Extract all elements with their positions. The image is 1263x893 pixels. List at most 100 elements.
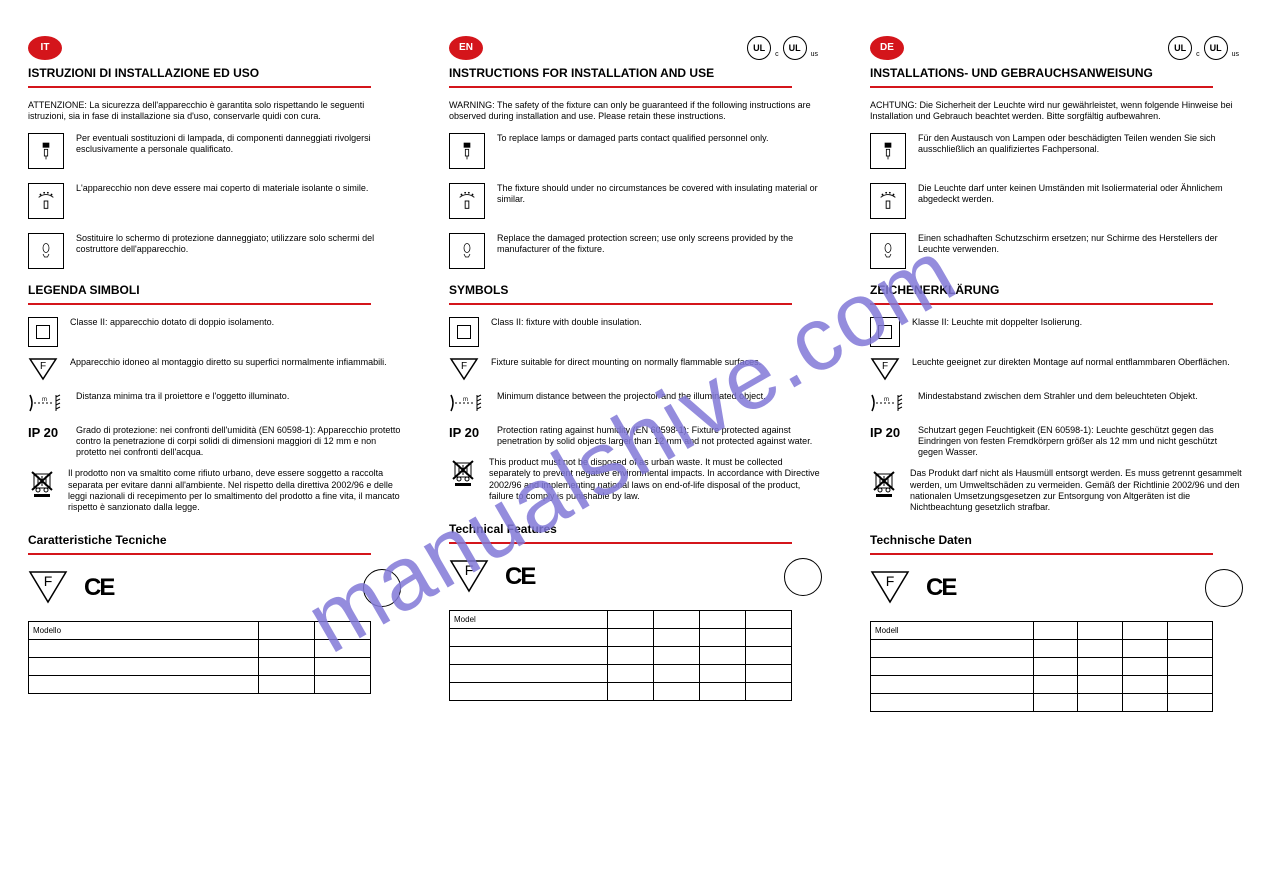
ul-icon: UL xyxy=(783,36,807,60)
tech-title: Technical Features xyxy=(449,522,822,536)
warning-text: ACHTUNG: Die Sicherheit der Leuchte wird… xyxy=(870,100,1243,123)
distance-icon: m xyxy=(449,391,485,415)
instruction-row: The fixture should under no circumstance… xyxy=(449,183,822,219)
svg-text:F: F xyxy=(40,361,46,372)
lang-badge-de: DE xyxy=(870,36,904,60)
table-header: Modello xyxy=(29,622,259,640)
legend-row: Classe II: apparecchio dotato di doppio … xyxy=(28,317,401,347)
legend-row: F Leuchte geeignet zur direkten Montage … xyxy=(870,357,1243,381)
instruction-row: Die Leuchte darf unter keinen Umständen … xyxy=(870,183,1243,219)
class2-icon xyxy=(28,317,58,347)
legend-row: IP 20 Protection rating against humidity… xyxy=(449,425,822,448)
divider xyxy=(449,86,792,88)
ul-icon: UL xyxy=(1204,36,1228,60)
weee-icon xyxy=(28,468,56,498)
ul-icon: UL xyxy=(1168,36,1192,60)
tech-table: Model xyxy=(449,610,792,701)
instruction-row: To replace lamps or damaged parts contac… xyxy=(449,133,822,169)
svg-text:F: F xyxy=(465,562,474,578)
instruction-text: The fixture should under no circumstance… xyxy=(497,183,822,206)
instruction-row: Sostituire lo schermo di protezione dann… xyxy=(28,233,401,269)
f-triangle-icon: F xyxy=(870,570,910,607)
legend-text: Leuchte geeignet zur direkten Montage au… xyxy=(912,357,1243,368)
warning-text: ATTENZIONE: La sicurezza dell'apparecchi… xyxy=(28,100,401,123)
tech-title: Caratteristiche Tecniche xyxy=(28,533,401,547)
f-triangle-icon: F xyxy=(449,357,479,381)
instruction-row: Replace the damaged protection screen; u… xyxy=(449,233,822,269)
f-triangle-icon: F xyxy=(28,570,68,607)
screen-icon xyxy=(28,233,64,269)
class2-icon xyxy=(870,317,900,347)
column-en: EN ULc ULus INSTRUCTIONS FOR INSTALLATIO… xyxy=(421,0,842,893)
instruction-row: Per eventuali sostituzioni di lampada, d… xyxy=(28,133,401,169)
tech-marks: F CE xyxy=(28,569,401,607)
legend-text: Class II: fixture with double insulation… xyxy=(491,317,822,328)
legend-text: Distanza minima tra il proiettore e l'og… xyxy=(76,391,401,402)
legend-text: Classe II: apparecchio dotato di doppio … xyxy=(70,317,401,328)
svg-text:F: F xyxy=(886,573,895,589)
divider xyxy=(449,303,792,305)
screen-icon xyxy=(449,233,485,269)
ce-mark-icon: CE xyxy=(84,574,113,602)
divider xyxy=(870,86,1213,88)
table-header: Model xyxy=(450,611,608,629)
legend-row: F Apparecchio idoneo al montaggio dirett… xyxy=(28,357,401,381)
divider xyxy=(28,86,371,88)
approval-circle-icon xyxy=(784,558,822,596)
legend-text: This product must not be disposed of as … xyxy=(489,457,822,502)
instruction-text: L'apparecchio non deve essere mai copert… xyxy=(76,183,401,194)
legend-text: Mindestabstand zwischen dem Strahler und… xyxy=(918,391,1243,402)
legend-row: Class II: fixture with double insulation… xyxy=(449,317,822,347)
legend-row: IP 20 Schutzart gegen Feuchtigkeit (EN 6… xyxy=(870,425,1243,459)
svg-text:F: F xyxy=(44,573,53,589)
legend-text: Minimum distance between the projector a… xyxy=(497,391,822,402)
column-de: DE ULc ULus INSTALLATIONS- UND GEBRAUCHS… xyxy=(842,0,1263,893)
distance-icon: m xyxy=(870,391,906,415)
no-cover-icon xyxy=(870,183,906,219)
legend-text: Il prodotto non va smaltito come rifiuto… xyxy=(68,468,401,513)
approval-circle-icon xyxy=(1205,569,1243,607)
warning-text: WARNING: The safety of the fixture can o… xyxy=(449,100,822,123)
ul-marks: ULc ULus xyxy=(747,36,818,60)
weee-icon xyxy=(449,457,477,487)
lang-badge-en: EN xyxy=(449,36,483,60)
instruction-row: Einen schadhaften Schutzschirm ersetzen;… xyxy=(870,233,1243,269)
lang-badge-it: IT xyxy=(28,36,62,60)
section2-title: SYMBOLS xyxy=(449,283,822,297)
divider xyxy=(28,553,371,555)
instruction-text: To replace lamps or damaged parts contac… xyxy=(497,133,822,144)
legend-text: Klasse II: Leuchte mit doppelter Isolier… xyxy=(912,317,1243,328)
f-triangle-icon: F xyxy=(449,559,489,596)
legend-row: IP 20 Grado di protezione: nei confronti… xyxy=(28,425,401,459)
legend-text: Das Produkt darf nicht als Hausmüll ents… xyxy=(910,468,1243,513)
plug-icon xyxy=(870,133,906,169)
instruction-row: L'apparecchio non deve essere mai copert… xyxy=(28,183,401,219)
legend-text: Schutzart gegen Feuchtigkeit (EN 60598-1… xyxy=(918,425,1243,459)
svg-text:F: F xyxy=(882,361,888,372)
legend-row: F Fixture suitable for direct mounting o… xyxy=(449,357,822,381)
divider xyxy=(870,553,1213,555)
ce-mark-icon: CE xyxy=(926,574,955,602)
class2-icon xyxy=(449,317,479,347)
tech-marks: F CE xyxy=(449,558,822,596)
instruction-text: Für den Austausch von Lampen oder beschä… xyxy=(918,133,1243,156)
divider xyxy=(449,542,792,544)
ip20-label: IP 20 xyxy=(28,425,64,440)
svg-text:m: m xyxy=(42,397,47,403)
legend-text: Grado di protezione: nei confronti dell'… xyxy=(76,425,401,459)
svg-text:m: m xyxy=(884,397,889,403)
svg-text:F: F xyxy=(461,361,467,372)
legend-row: m Mindestabstand zwischen dem Strahler u… xyxy=(870,391,1243,415)
instruction-text: Die Leuchte darf unter keinen Umständen … xyxy=(918,183,1243,206)
divider xyxy=(870,303,1213,305)
legend-row: m Minimum distance between the projector… xyxy=(449,391,822,415)
legend-text: Protection rating against humidity (EN 6… xyxy=(497,425,822,448)
plug-icon xyxy=(449,133,485,169)
legend-row: Il prodotto non va smaltito come rifiuto… xyxy=(28,468,401,513)
svg-text:m: m xyxy=(463,397,468,403)
ul-icon: UL xyxy=(747,36,771,60)
ce-mark-icon: CE xyxy=(505,563,534,591)
table-header: Modell xyxy=(871,622,1034,640)
approval-circle-icon xyxy=(363,569,401,607)
tech-title: Technische Daten xyxy=(870,533,1243,547)
